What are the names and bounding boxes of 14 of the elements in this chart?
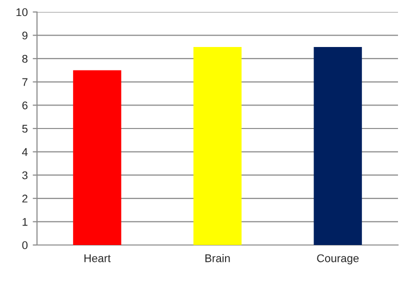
y-tick-label: 9 (22, 32, 28, 40)
y-tick-label: 7 (22, 78, 28, 86)
x-tick-label: Brain (205, 254, 230, 262)
y-tick-label: 4 (22, 148, 28, 156)
y-tick-label: 3 (22, 171, 28, 180)
y-tick-label: 6 (22, 101, 28, 110)
y-tick-label: 0 (22, 241, 28, 250)
y-tick-label: 10 (16, 8, 28, 16)
x-tick-label: Courage (317, 254, 359, 264)
y-tick-label: 2 (22, 194, 28, 202)
y-tick-label: 1 (22, 218, 28, 226)
y-tick-label: 5 (22, 124, 28, 133)
y-tick-label: 8 (22, 54, 28, 63)
x-tick-label: Heart (84, 254, 111, 262)
